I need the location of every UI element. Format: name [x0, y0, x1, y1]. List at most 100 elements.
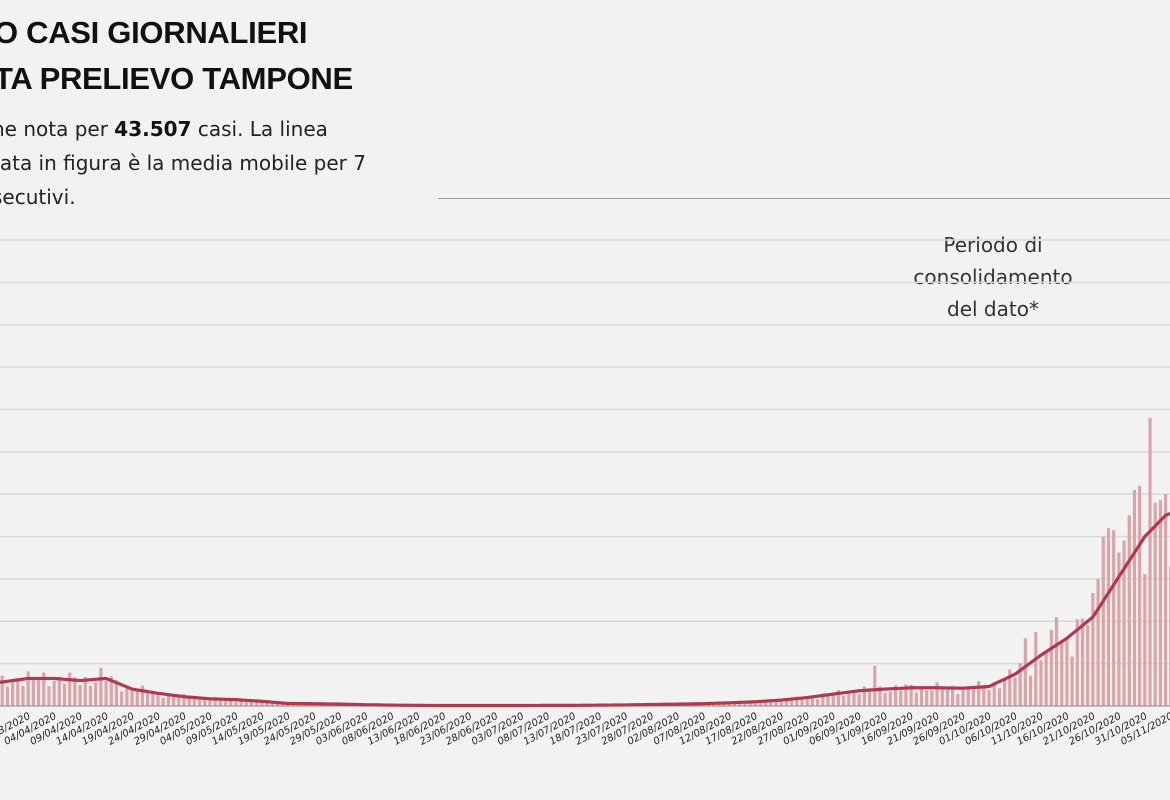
daily-bar	[62, 683, 67, 706]
daily-bar	[779, 699, 783, 706]
daily-bar	[47, 686, 51, 706]
daily-bar	[862, 686, 866, 706]
daily-bar	[249, 700, 254, 706]
daily-bar	[826, 694, 830, 706]
daily-bar	[151, 692, 155, 706]
daily-bar	[1013, 677, 1017, 706]
chart-title: O CASI GIORNALIERI TA PRELIEVO TAMPONE	[0, 10, 353, 102]
daily-bar	[997, 688, 1002, 706]
daily-bar	[909, 684, 913, 706]
chart-bars	[0, 417, 1170, 706]
daily-bar	[914, 692, 918, 706]
daily-bar	[1049, 629, 1053, 706]
daily-bar	[1122, 540, 1126, 706]
daily-bar	[94, 682, 98, 706]
header-divider	[438, 198, 1170, 199]
daily-bar	[125, 685, 129, 706]
daily-bar	[1164, 494, 1168, 706]
daily-bar	[1002, 678, 1007, 706]
daily-bar	[244, 700, 248, 706]
annotation-line-2: consolidamento	[913, 265, 1073, 289]
daily-bar	[26, 671, 30, 706]
daily-bar	[270, 702, 274, 706]
daily-bar	[1101, 536, 1105, 706]
daily-bar	[78, 684, 82, 706]
daily-bar	[88, 685, 93, 706]
daily-bar	[1060, 641, 1064, 706]
daily-bar	[1143, 574, 1147, 706]
daily-bar	[893, 685, 898, 706]
daily-bar	[52, 680, 56, 706]
daily-bar	[925, 690, 929, 706]
daily-bar	[239, 698, 243, 706]
daily-bar	[1080, 618, 1085, 706]
daily-bar	[810, 697, 815, 706]
daily-bar	[1070, 656, 1074, 706]
consolidation-annotation: Periodo di consolidamento del dato*	[880, 229, 1106, 325]
daily-bar	[816, 699, 820, 706]
daily-bar	[836, 690, 841, 706]
subtitle-line-1-end: casi. La linea	[191, 117, 328, 141]
daily-bar	[1054, 617, 1059, 706]
daily-bar	[873, 665, 877, 706]
daily-bar	[1127, 515, 1131, 706]
daily-bar	[1112, 530, 1116, 706]
daily-bar	[956, 694, 960, 706]
daily-bar	[99, 667, 103, 706]
daily-bar	[738, 702, 742, 706]
daily-bar	[753, 701, 757, 706]
daily-bar	[883, 693, 887, 706]
daily-bar	[945, 687, 950, 706]
daily-bar	[177, 696, 181, 706]
subtitle-line-1-start: ne nota per	[0, 117, 115, 141]
daily-bar	[57, 676, 61, 706]
daily-bar	[16, 681, 20, 706]
daily-bar	[878, 686, 882, 706]
daily-bar	[888, 691, 892, 706]
daily-bar	[857, 694, 861, 706]
daily-bar	[1158, 500, 1163, 706]
daily-bar	[961, 687, 965, 706]
daily-bar	[982, 687, 986, 706]
daily-bar	[203, 700, 207, 706]
daily-bar	[156, 692, 160, 706]
annotation-line-1: Periodo di	[943, 233, 1043, 257]
moving-average-line	[0, 511, 1170, 708]
daily-bar	[1075, 619, 1079, 706]
daily-bar	[1023, 638, 1027, 706]
daily-bar	[265, 701, 269, 706]
chart-subtitle: ne nota per 43.507 casi. La linea tata i…	[0, 112, 366, 214]
daily-bar	[73, 677, 77, 706]
daily-bar	[800, 699, 804, 706]
daily-bar	[1138, 485, 1142, 706]
daily-bar	[852, 690, 856, 706]
daily-bar	[208, 698, 212, 706]
daily-bar	[0, 675, 4, 706]
daily-bar	[1148, 417, 1152, 706]
daily-bar	[255, 699, 259, 706]
daily-bar	[784, 700, 789, 706]
daily-bar	[1065, 637, 1069, 706]
daily-bar	[940, 688, 944, 706]
daily-bar	[1117, 552, 1121, 706]
daily-bar	[847, 693, 851, 706]
daily-bar	[140, 685, 145, 706]
daily-bar	[805, 696, 809, 706]
daily-bar	[161, 697, 165, 706]
daily-bar	[171, 693, 176, 706]
daily-bar	[831, 693, 835, 706]
daily-bar	[1034, 631, 1038, 706]
daily-bar	[977, 681, 981, 706]
daily-bar	[5, 686, 9, 706]
daily-bar	[146, 692, 150, 706]
daily-bar	[732, 702, 737, 706]
case-count: 43.507	[114, 117, 192, 141]
daily-bar	[899, 690, 903, 706]
daily-bar	[234, 701, 238, 706]
daily-bar	[192, 699, 196, 706]
daily-bar	[104, 680, 108, 706]
daily-bar	[213, 697, 217, 706]
daily-bar	[930, 690, 934, 706]
daily-bar	[966, 686, 970, 706]
